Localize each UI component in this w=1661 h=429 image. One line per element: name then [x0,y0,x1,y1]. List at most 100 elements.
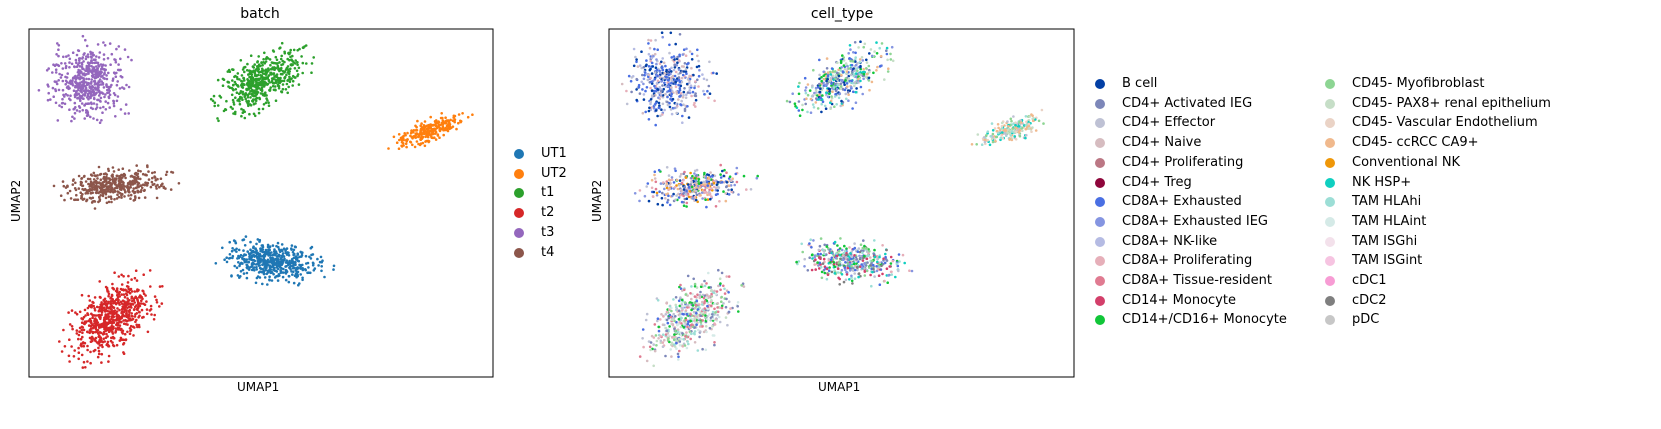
scatter-point [240,82,244,86]
scatter-point [304,268,308,272]
scatter-point [660,89,663,93]
scatter-point [693,177,697,180]
scatter-point [849,59,852,63]
scatter-point [811,257,814,260]
scatter-point [886,58,889,62]
scatter-point [53,80,57,83]
scatter-point [885,259,889,262]
scatter-point [310,245,314,249]
scatter-point [825,67,829,70]
scatter-point [118,68,121,72]
scatter-point [120,293,123,296]
scatter-point [106,101,110,105]
scatter-point [271,253,275,257]
scatter-point [267,101,270,104]
scatter-point [816,261,819,264]
scatter-point [261,92,264,95]
scatter-point [130,58,133,62]
scatter-point [693,86,696,90]
scatter-point [125,293,129,297]
scatter-point [837,96,841,100]
scatter-point [831,90,834,93]
scatter-point [838,92,842,95]
scatter-point [99,296,102,299]
scatter-point [424,132,427,135]
scatter-point [646,182,650,185]
scatter-point [681,73,685,77]
scatter-point [240,74,244,77]
scatter-point [676,55,679,59]
scatter-point [648,46,652,50]
scatter-point [90,339,94,343]
scatter-point [831,74,835,78]
scatter-point [110,83,113,87]
scatter-point [235,247,238,251]
scatter-point [397,133,401,136]
scatter-point [239,270,243,273]
scatter-point [627,74,631,78]
scatter-point [438,136,441,139]
scatter-point [295,69,299,73]
scatter-point [243,65,247,69]
scatter-point [84,57,88,61]
scatter-point [68,323,72,326]
scatter-point [693,295,697,298]
scatter-point [132,199,136,202]
scatter-point [107,354,111,358]
scatter-point [699,290,702,294]
scatter-point [108,93,112,97]
scatter-point [72,89,76,92]
scatter-point [59,194,63,197]
scatter-point [991,129,995,132]
scatter-point [130,297,133,300]
scatter-point [68,61,71,64]
scatter-point [280,41,284,45]
scatter-point [696,54,699,58]
scatter-point [112,102,116,105]
scatter-point [682,103,685,106]
scatter-point [139,170,142,173]
scatter-point [867,76,871,80]
scatter-point [890,273,893,276]
scatter-point [678,33,682,36]
scatter-point [880,264,883,268]
scatter-point [287,72,291,76]
scatter-point [812,239,815,242]
scatter-point [104,100,107,103]
scatter-point [301,268,305,272]
scatter-point [823,271,827,275]
scatter-point [77,357,80,361]
scatter-point [673,74,677,78]
scatter-point [642,77,646,81]
scatter-point [237,261,240,264]
scatter-point [690,66,693,70]
scatter-point [138,302,142,305]
scatter-point [1000,134,1003,137]
scatter-point [117,195,121,199]
scatter-point [664,92,667,96]
scatter-point [685,331,688,334]
scatter-point [68,97,71,100]
scatter-point [88,183,92,186]
scatter-point [287,85,291,89]
scatter-point [690,176,693,180]
scatter-point [890,45,894,49]
scatter-point [879,64,882,68]
scatter-point [122,322,126,326]
scatter-point [88,69,92,73]
scatter-point [104,313,107,316]
scatter-point [96,85,100,88]
scatter-point [97,88,100,91]
scatter-point [654,89,658,93]
scatter-point [58,104,61,107]
scatter-point [1013,135,1016,138]
scatter-point [263,252,267,256]
scatter-point [111,343,115,347]
scatter-point [85,114,89,117]
scatter-point [833,95,837,98]
scatter-point [100,306,104,310]
scatter-point [247,260,251,264]
scatter-point [89,173,93,176]
scatter-point [104,108,108,111]
scatter-point [812,106,816,109]
